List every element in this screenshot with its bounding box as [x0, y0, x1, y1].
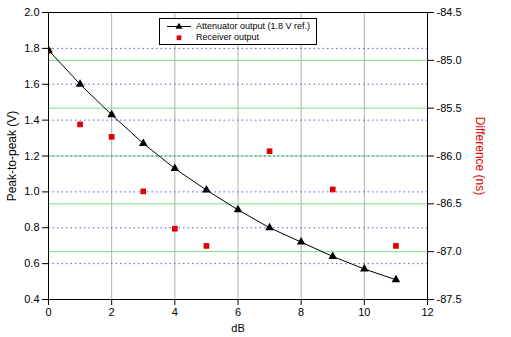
svg-text:-87.0: -87.0 — [437, 245, 462, 257]
svg-text:Difference (ns): Difference (ns) — [473, 117, 487, 195]
svg-text:0.6: 0.6 — [24, 257, 39, 269]
svg-text:-85.0: -85.0 — [437, 54, 462, 66]
svg-text:12: 12 — [421, 306, 433, 318]
html-text:Receiver output: Receiver output — [196, 32, 259, 42]
svg-text:Peak-to-peak (V): Peak-to-peak (V) — [5, 111, 19, 202]
svg-text:2: 2 — [109, 306, 115, 318]
svg-text:4: 4 — [172, 306, 178, 318]
svg-text:-87.5: -87.5 — [437, 293, 462, 305]
svg-text:10: 10 — [358, 306, 370, 318]
svg-text:6: 6 — [235, 306, 241, 318]
svg-text:1.4: 1.4 — [24, 114, 39, 126]
svg-text:2.0: 2.0 — [24, 6, 39, 18]
svg-text:1.6: 1.6 — [24, 78, 39, 90]
svg-text:1.8: 1.8 — [24, 42, 39, 54]
svg-text:0: 0 — [45, 306, 51, 318]
svg-text:-86.0: -86.0 — [437, 150, 462, 162]
svg-text:-86.5: -86.5 — [437, 197, 462, 209]
svg-text:dB: dB — [231, 322, 244, 334]
svg-text:1.2: 1.2 — [24, 150, 39, 162]
html-text:Attenuator output (1.8 V ref.): Attenuator output (1.8 V ref.) — [196, 21, 311, 31]
svg-text:0.8: 0.8 — [24, 221, 39, 233]
svg-text:-85.5: -85.5 — [437, 102, 462, 114]
svg-text:-84.5: -84.5 — [437, 6, 462, 18]
svg-text:8: 8 — [298, 306, 304, 318]
svg-text:1.0: 1.0 — [24, 185, 39, 197]
svg-text:0.4: 0.4 — [24, 293, 39, 305]
